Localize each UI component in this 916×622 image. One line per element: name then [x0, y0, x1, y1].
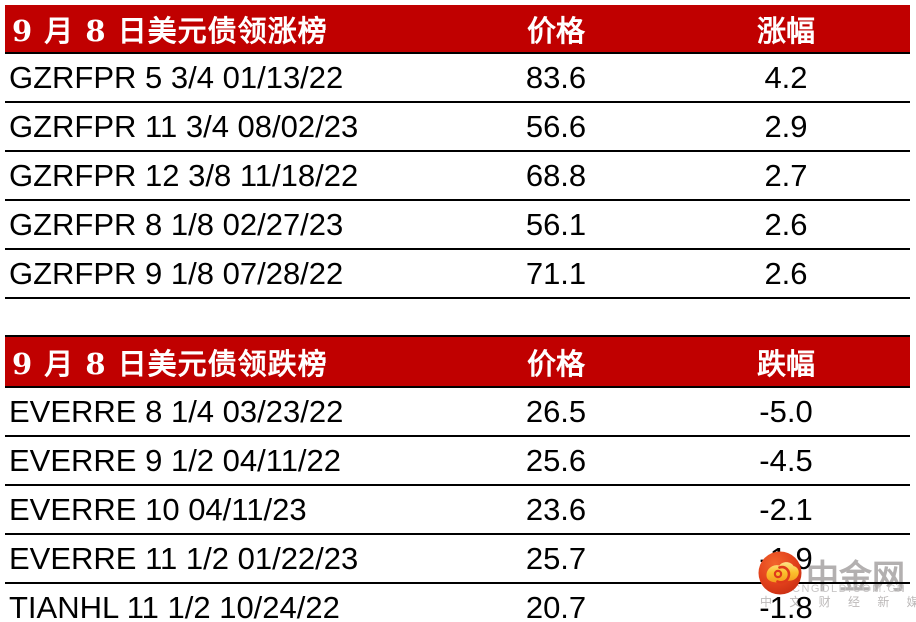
price-column-header: 价格 — [450, 336, 662, 388]
loss-column-header: 跌幅 — [662, 336, 910, 388]
bond-name-cell: GZRFPR 9 1/8 07/28/22 — [5, 249, 450, 299]
price-cell: 68.8 — [450, 151, 662, 201]
price-cell: 23.6 — [450, 485, 662, 535]
price-cell: 56.6 — [450, 102, 662, 152]
table-row: GZRFPR 5 3/4 01/13/22 83.6 4.2 — [5, 53, 910, 103]
bond-name-cell: EVERRE 11 1/2 01/22/23 — [5, 534, 450, 584]
change-cell: 2.7 — [662, 151, 910, 201]
table-row: EVERRE 10 04/11/23 23.6 -2.1 — [5, 485, 910, 535]
losers-table-title: 9 月 8 日美元债领跌榜 — [5, 336, 450, 388]
bond-name-cell: TIANHL 11 1/2 10/24/22 — [5, 583, 450, 622]
change-cell: -4.5 — [662, 436, 910, 486]
bond-name-cell: EVERRE 8 1/4 03/23/22 — [5, 387, 450, 437]
price-cell: 83.6 — [450, 53, 662, 103]
gain-column-header: 涨幅 — [662, 5, 910, 54]
table-row: EVERRE 8 1/4 03/23/22 26.5 -5.0 — [5, 387, 910, 437]
price-cell: 25.7 — [450, 534, 662, 584]
bond-name-cell: GZRFPR 5 3/4 01/13/22 — [5, 53, 450, 103]
price-column-header: 价格 — [450, 5, 662, 54]
usd-bond-gainers-table: 9 月 8 日美元债领涨榜 价格 涨幅 GZRFPR 5 3/4 01/13/2… — [5, 5, 910, 299]
price-cell: 25.6 — [450, 436, 662, 486]
price-cell: 26.5 — [450, 387, 662, 437]
gainers-table-title: 9 月 8 日美元债领涨榜 — [5, 5, 450, 54]
price-cell: 20.7 — [450, 583, 662, 622]
table-row: TIANHL 11 1/2 10/24/22 20.7 -1.8 — [5, 583, 910, 622]
change-cell: 4.2 — [662, 53, 910, 103]
bond-name-cell: GZRFPR 12 3/8 11/18/22 — [5, 151, 450, 201]
change-cell: 2.9 — [662, 102, 910, 152]
bond-name-cell: GZRFPR 8 1/8 02/27/23 — [5, 200, 450, 250]
cngold-cloud-logo-icon — [758, 551, 802, 595]
change-cell: -5.0 — [662, 387, 910, 437]
table-row: EVERRE 9 1/2 04/11/22 25.6 -4.5 — [5, 436, 910, 486]
table-row: GZRFPR 11 3/4 08/02/23 56.6 2.9 — [5, 102, 910, 152]
table-row: GZRFPR 8 1/8 02/27/23 56.1 2.6 — [5, 200, 910, 250]
table-row: GZRFPR 9 1/8 07/28/22 71.1 2.6 — [5, 249, 910, 299]
table-row: EVERRE 11 1/2 01/22/23 25.7 -1.9 — [5, 534, 910, 584]
change-cell: 2.6 — [662, 249, 910, 299]
price-cell: 71.1 — [450, 249, 662, 299]
change-cell: 2.6 — [662, 200, 910, 250]
bond-name-cell: EVERRE 10 04/11/23 — [5, 485, 450, 535]
price-cell: 56.1 — [450, 200, 662, 250]
gainers-header-row: 9 月 8 日美元债领涨榜 价格 涨幅 — [5, 5, 910, 54]
bond-name-cell: GZRFPR 11 3/4 08/02/23 — [5, 102, 450, 152]
table-row: GZRFPR 12 3/8 11/18/22 68.8 2.7 — [5, 151, 910, 201]
bond-name-cell: EVERRE 9 1/2 04/11/22 — [5, 436, 450, 486]
change-cell: -2.1 — [662, 485, 910, 535]
losers-header-row: 9 月 8 日美元债领跌榜 价格 跌幅 — [5, 336, 910, 388]
usd-bond-losers-table: 9 月 8 日美元债领跌榜 价格 跌幅 EVERRE 8 1/4 03/23/2… — [5, 335, 910, 622]
